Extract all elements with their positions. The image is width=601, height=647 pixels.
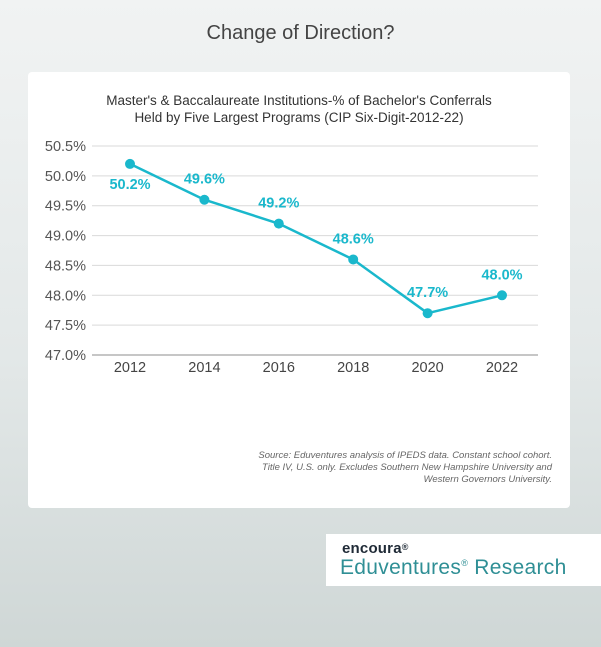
eduventures-name: Eduventures bbox=[340, 556, 462, 579]
eduventures-logo: encoura® Eduventures® Research bbox=[326, 534, 601, 586]
encoura-registered-mark: ® bbox=[401, 542, 409, 552]
chart-card: Master's & Baccalaureate Institutions-% … bbox=[28, 72, 570, 508]
data-label: 49.6% bbox=[184, 172, 225, 188]
data-label: 47.7% bbox=[407, 285, 448, 301]
y-tick-label: 47.0% bbox=[45, 348, 86, 364]
x-tick-label: 2014 bbox=[188, 360, 220, 376]
x-tick-label: 2020 bbox=[411, 360, 443, 376]
data-label: 49.2% bbox=[258, 196, 299, 212]
data-label: 50.2% bbox=[109, 177, 150, 193]
y-tick-label: 50.5% bbox=[45, 139, 86, 155]
x-tick-label: 2018 bbox=[337, 360, 369, 376]
encoura-wordmark: encoura® bbox=[342, 540, 409, 557]
eduventures-registered-mark: ® bbox=[461, 558, 469, 568]
source-note: Source: Eduventures analysis of IPEDS da… bbox=[258, 450, 552, 485]
eduventures-suffix: Research bbox=[468, 556, 567, 579]
data-label: 48.0% bbox=[481, 267, 522, 283]
series-line bbox=[129, 162, 503, 315]
eduventures-research-wordmark: Eduventures® Research bbox=[340, 556, 567, 580]
data-label: 48.6% bbox=[333, 231, 374, 247]
x-tick-label: 2022 bbox=[486, 360, 518, 376]
y-tick-label: 48.0% bbox=[45, 288, 86, 304]
data-point bbox=[348, 254, 359, 265]
y-tick-label: 48.5% bbox=[45, 258, 86, 274]
data-point bbox=[422, 308, 433, 319]
page-title: Change of Direction? bbox=[206, 22, 395, 44]
chart-title-line-2: Held by Five Largest Programs (CIP Six-D… bbox=[134, 110, 464, 125]
chart-title: Master's & Baccalaureate Institutions-% … bbox=[28, 92, 570, 126]
line-chart: 47.0% 47.5% 48.0% 48.5% 49.0% 49.5% 50.0% 50.5%… bbox=[45, 139, 538, 376]
x-tick-label: 2012 bbox=[114, 360, 146, 376]
chart-title-line-1: Master's & Baccalaureate Institutions-% … bbox=[106, 93, 492, 108]
y-tick-label: 49.5% bbox=[45, 199, 86, 215]
data-point bbox=[125, 158, 135, 169]
data-point bbox=[199, 194, 210, 205]
y-tick-label: 47.5% bbox=[45, 318, 86, 334]
x-tick-label: 2016 bbox=[263, 360, 295, 376]
data-point bbox=[273, 218, 284, 229]
y-tick-label: 49.0% bbox=[45, 229, 86, 245]
y-tick-label: 50.0% bbox=[45, 169, 86, 185]
data-point bbox=[497, 290, 507, 301]
encoura-brand: encoura bbox=[342, 540, 402, 557]
